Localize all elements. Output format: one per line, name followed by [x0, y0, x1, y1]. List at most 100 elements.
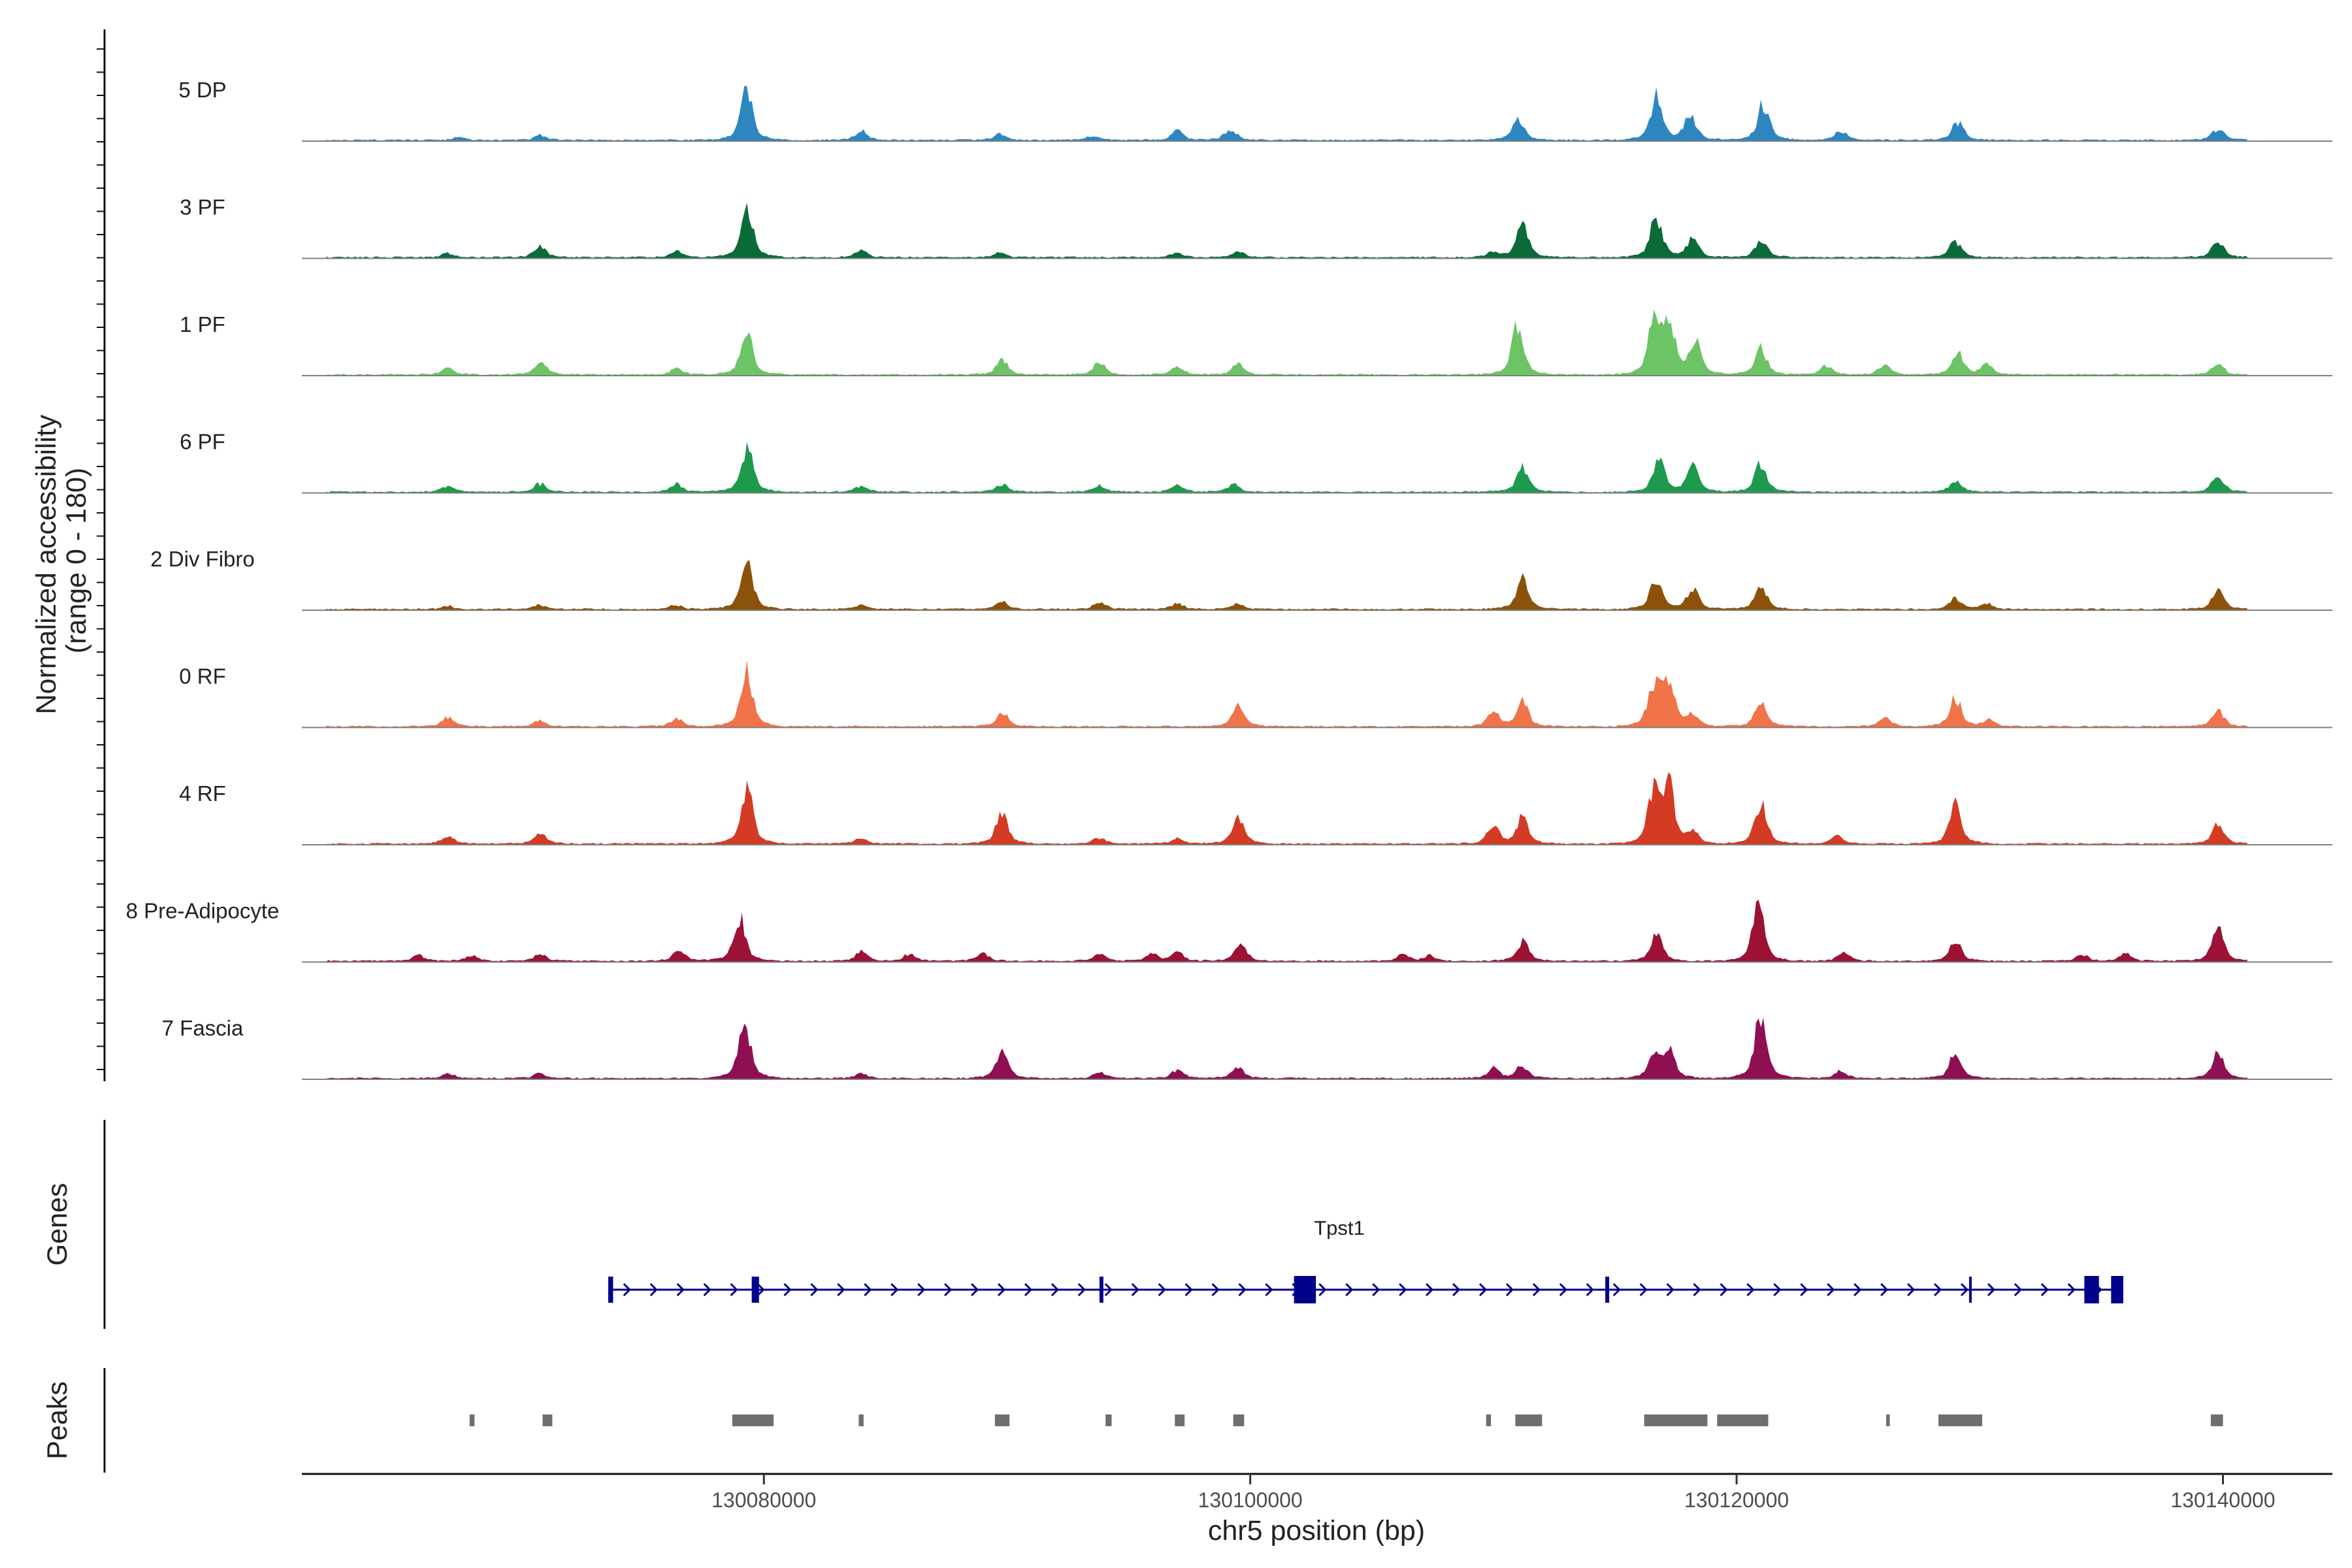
gene-exon [1294, 1276, 1316, 1303]
track-label: 0 RF [179, 664, 226, 689]
gene-exon [608, 1277, 613, 1303]
strand-arrow [2040, 1282, 2049, 1297]
strand-arrow [970, 1282, 979, 1297]
peak-region [1233, 1414, 1245, 1426]
x-axis-ticks: 130080000 130100000 130120000 130140000 [711, 1474, 2276, 1512]
strand-arrow [917, 1282, 926, 1297]
track-6-pf: 6 PF [180, 430, 2332, 494]
strand-arrow [730, 1282, 738, 1297]
strand-arrow [1987, 1282, 1996, 1297]
x-tick-label: 130120000 [1684, 1488, 1789, 1512]
strand-arrow [1426, 1282, 1434, 1297]
x-tick-label: 130100000 [1198, 1488, 1303, 1512]
coverage-area [326, 309, 2247, 376]
strand-arrow [1907, 1282, 1916, 1297]
peak-region [542, 1414, 553, 1426]
strand-arrow [1773, 1282, 1782, 1297]
strand-arrow [703, 1282, 711, 1297]
gene-exon [2111, 1276, 2123, 1303]
strand-arrow [1077, 1282, 1086, 1297]
track-label: 4 RF [179, 781, 226, 806]
track-label: 3 PF [180, 195, 225, 220]
strand-arrow [649, 1282, 658, 1297]
track-4-rf: 4 RF [179, 772, 2332, 845]
strand-arrow [1372, 1282, 1380, 1297]
coverage-area [326, 1017, 2247, 1079]
strand-arrow [1104, 1282, 1113, 1297]
strand-arrow [1720, 1282, 1728, 1297]
track-0-rf: 0 RF [179, 660, 2332, 728]
coverage-tracks: 5 DP 3 PF 1 PF 6 PF 2 Div Fibro 0 RF 4 RF 8 Pre… [126, 78, 2332, 1080]
strand-arrow [783, 1282, 792, 1297]
strand-arrow [1693, 1282, 1701, 1297]
gene-exon [1968, 1277, 1972, 1303]
strand-arrow [1666, 1282, 1674, 1297]
peak-region [1644, 1414, 1708, 1426]
peak-region [1886, 1414, 1890, 1426]
strand-arrow [1399, 1282, 1407, 1297]
strand-arrow [2067, 1282, 2076, 1297]
strand-arrow [810, 1282, 819, 1297]
strand-arrow [676, 1282, 685, 1297]
y-axis-title-line-2: (range 0 - 180) [61, 468, 92, 653]
coverage-y-ticks [97, 48, 105, 1070]
peak-region [1486, 1414, 1492, 1426]
coverage-area [326, 86, 2247, 141]
strand-arrow [1238, 1282, 1247, 1297]
y-axis-title: Normalized accessibility (range 0 - 180) [31, 407, 92, 715]
track-2-div-fibro: 2 Div Fibro [150, 547, 2332, 611]
y-axis-title-line-1: Normalized accessibility [31, 414, 62, 714]
strand-arrow [864, 1282, 872, 1297]
strand-arrow [1131, 1282, 1139, 1297]
strand-arrow [2014, 1282, 2022, 1297]
strand-arrow [1024, 1282, 1033, 1297]
track-label: 1 PF [180, 312, 225, 336]
peak-region [1938, 1414, 1983, 1426]
peak-region [2210, 1414, 2223, 1426]
peak-region [1515, 1414, 1543, 1426]
gene-name-label: Tpst1 [1314, 1217, 1365, 1239]
gene-exon [1099, 1277, 1103, 1303]
strand-arrow [1933, 1282, 1942, 1297]
strand-arrow [1880, 1282, 1889, 1297]
strand-arrow [1051, 1282, 1059, 1297]
track-label: 8 Pre-Adipocyte [126, 899, 280, 923]
strand-arrow [944, 1282, 953, 1297]
track-7-fascia: 7 Fascia [162, 1016, 2332, 1080]
strand-arrow [1452, 1282, 1461, 1297]
track-3-pf: 3 PF [180, 195, 2332, 259]
strand-arrow [1211, 1282, 1220, 1297]
strand-arrow [757, 1282, 765, 1297]
coverage-area [326, 203, 2247, 259]
track-label: 7 Fascia [162, 1016, 244, 1040]
peaks-panel-title: Peaks [42, 1381, 73, 1460]
strand-arrow [1184, 1282, 1193, 1297]
strand-arrow [1612, 1282, 1621, 1297]
peak-region [1175, 1414, 1185, 1426]
track-8-pre-adipocyte: 8 Pre-Adipocyte [126, 899, 2332, 963]
x-axis-title: chr5 position (bp) [1208, 1515, 1425, 1546]
coverage-area [326, 772, 2247, 845]
track-label: 6 PF [180, 430, 225, 454]
peak-region [1105, 1414, 1112, 1426]
x-tick-label: 130140000 [2170, 1488, 2275, 1512]
peak-regions [469, 1414, 2223, 1426]
strand-arrow [1746, 1282, 1755, 1297]
strand-arrow [1827, 1282, 1835, 1297]
coverage-area [326, 900, 2247, 962]
x-tick-label: 130080000 [711, 1488, 816, 1512]
strand-arrow [1639, 1282, 1648, 1297]
track-label: 5 DP [178, 78, 226, 102]
coverage-area [326, 660, 2247, 728]
peak-region [469, 1414, 475, 1426]
track-label: 2 Div Fibro [150, 547, 255, 571]
x-axis: 130080000 130100000 130120000 130140000 chr… [302, 1473, 2332, 1546]
strand-arrow [890, 1282, 899, 1297]
strand-arrow [1158, 1282, 1166, 1297]
gene-exon [1605, 1277, 1610, 1303]
coverage-area [326, 559, 2247, 610]
peaks-panel: Peaks [42, 1368, 2223, 1473]
track-5-dp: 5 DP [178, 78, 2332, 142]
gene-model-tpst1 [608, 1276, 2123, 1303]
